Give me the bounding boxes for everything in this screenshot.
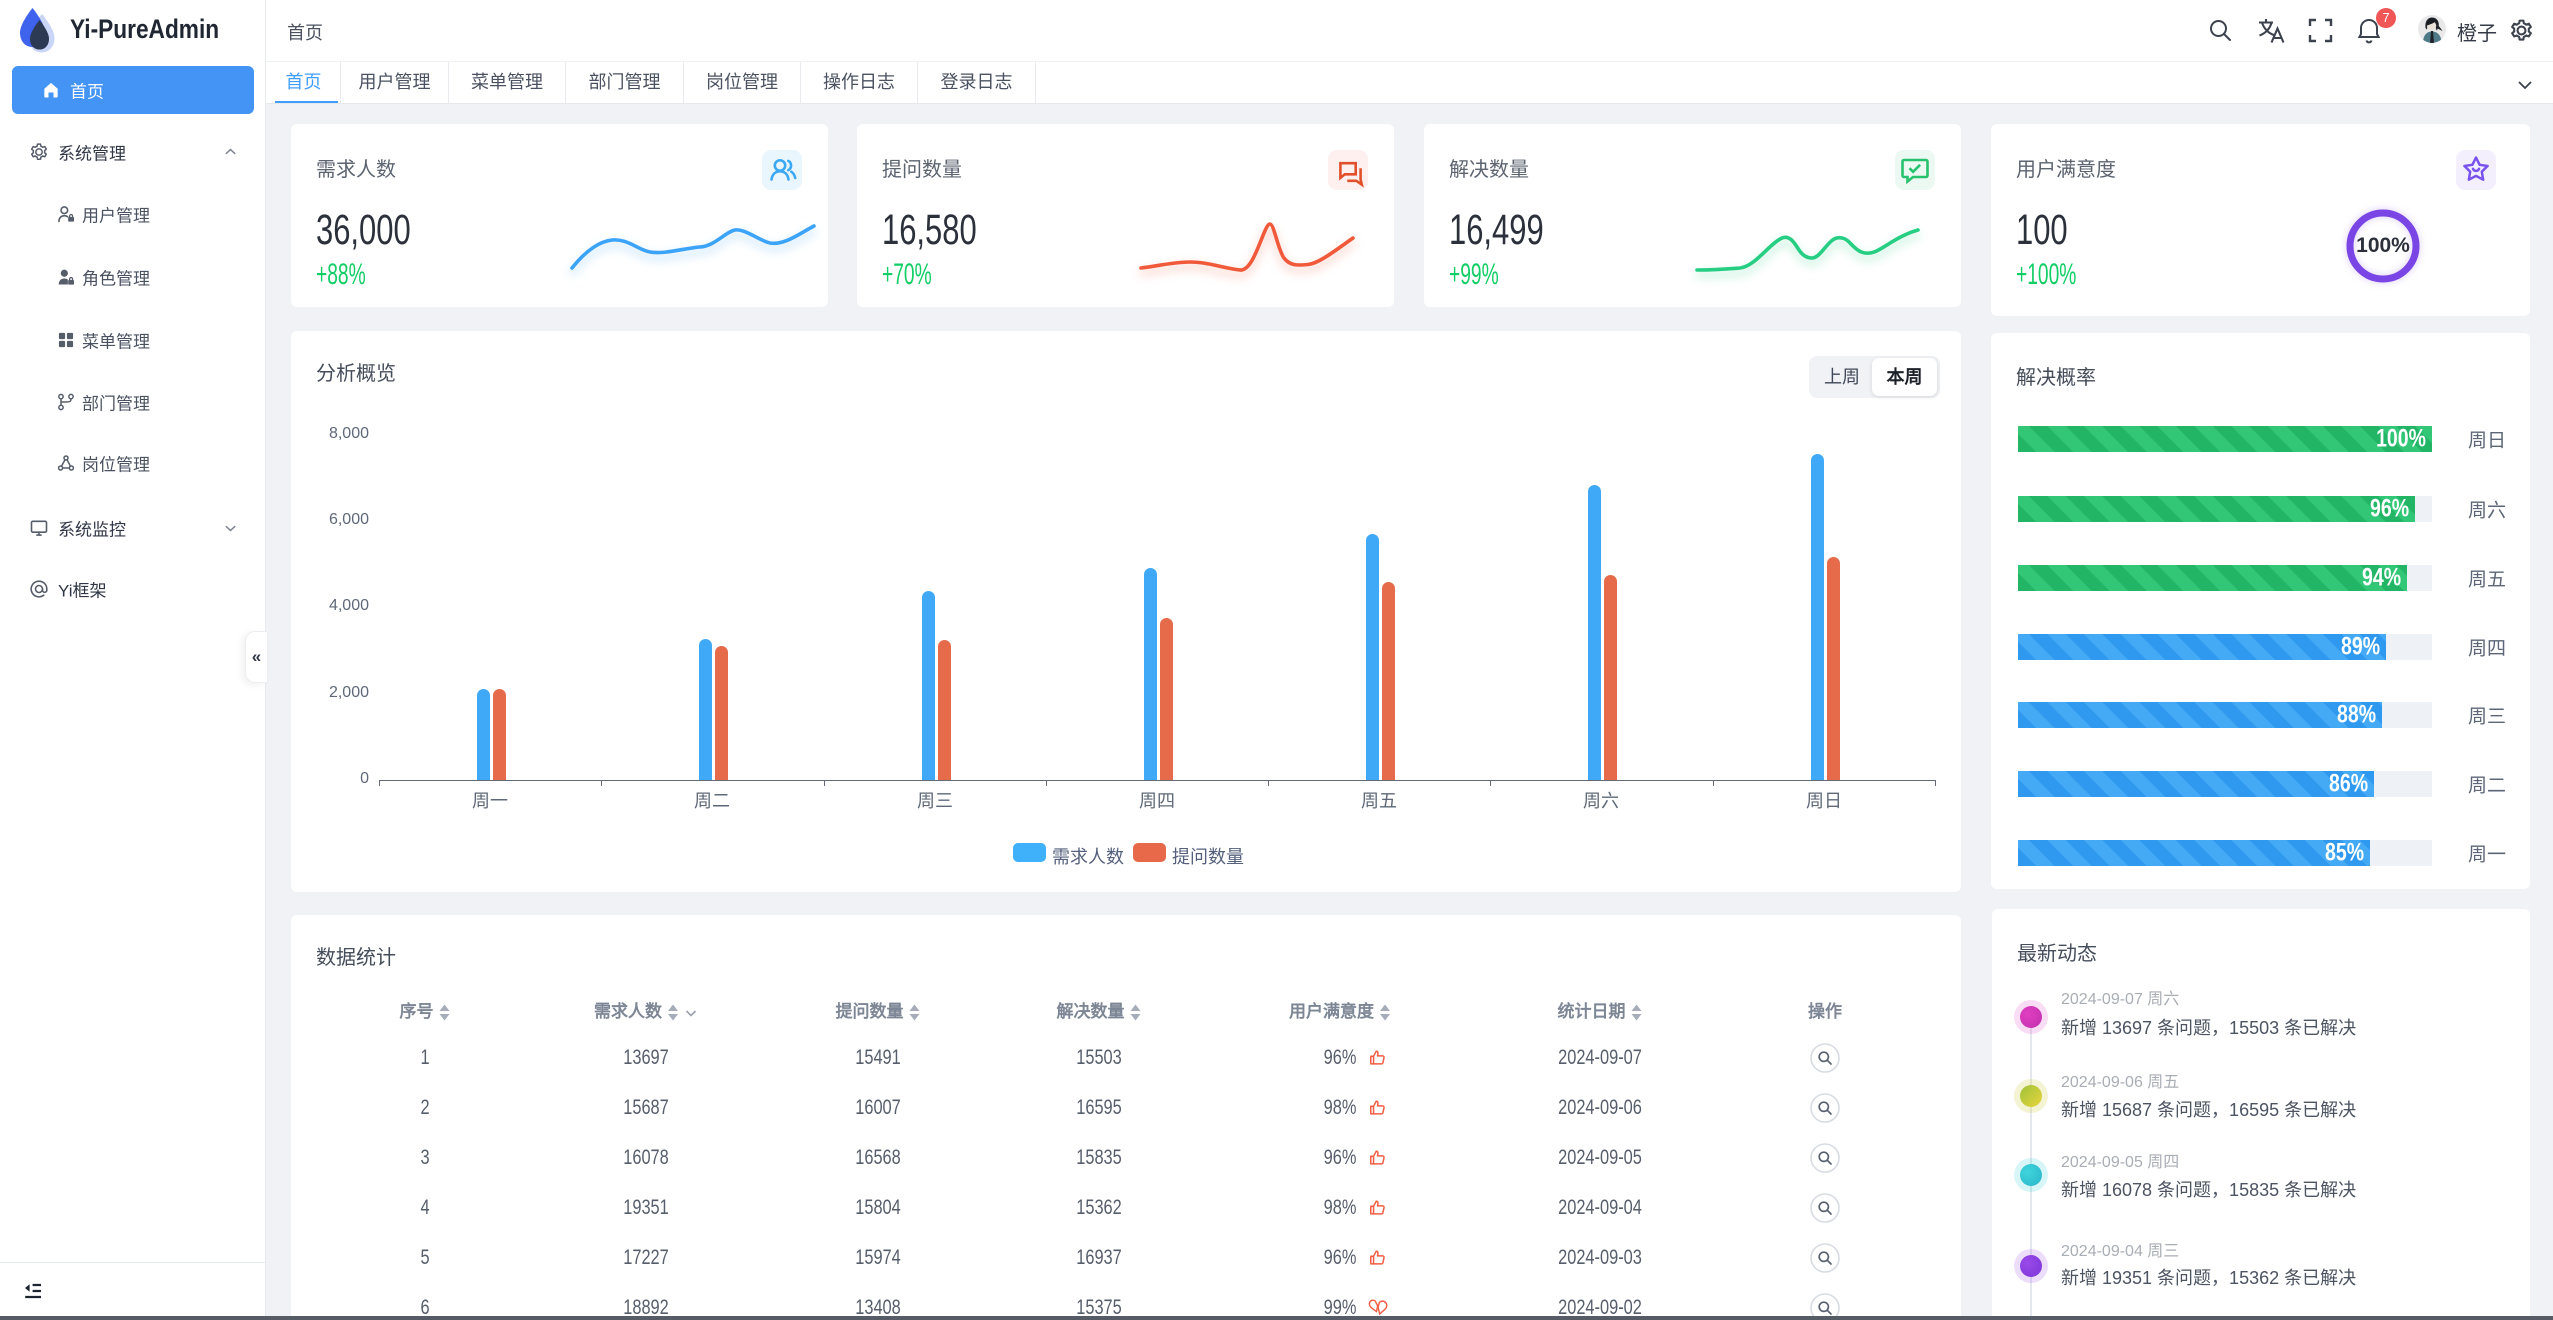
svg-text:100%: 100% — [2356, 234, 2410, 257]
